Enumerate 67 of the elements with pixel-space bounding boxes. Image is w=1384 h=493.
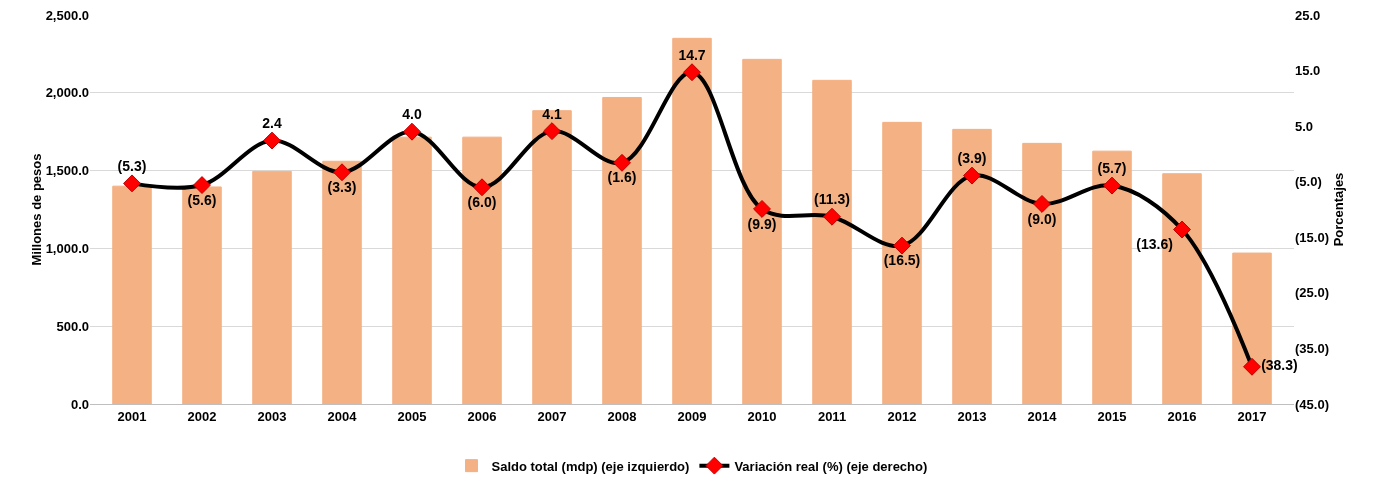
y-tick-label: 2,000.0 <box>45 85 89 101</box>
data-label: 4.1 <box>542 105 562 122</box>
x-tick-label: 2015 <box>1097 408 1127 424</box>
y2-tick-label: (15.0) <box>1295 229 1329 245</box>
data-label: (6.0) <box>467 193 497 210</box>
y-tick-label: 500.0 <box>56 318 89 334</box>
data-label: (16.5) <box>883 252 921 269</box>
bar <box>602 96 642 404</box>
data-label: (1.6) <box>607 169 637 186</box>
data-label: (3.3) <box>327 178 357 195</box>
x-tick-label: 2006 <box>467 408 497 424</box>
y2-tick-label: 5.0 <box>1295 118 1314 134</box>
y2-tick-label: (5.0) <box>1295 174 1322 190</box>
y-axis-title: Millones de pesos <box>28 153 44 266</box>
bar <box>322 160 362 404</box>
x-tick-label: 2002 <box>187 408 217 424</box>
x-tick-label: 2009 <box>677 408 707 424</box>
y2-tick-label: 15.0 <box>1295 63 1321 79</box>
x-tick-label: 2003 <box>257 408 287 424</box>
bar <box>1022 142 1062 404</box>
data-label: 4.0 <box>402 106 422 123</box>
x-tick-label: 2016 <box>1167 408 1197 424</box>
bar <box>462 136 502 404</box>
legend-label: Saldo total (mdp) (eje izquierdo) <box>491 458 690 474</box>
data-label: (5.7) <box>1097 159 1127 176</box>
bar <box>742 58 782 404</box>
bar <box>882 121 922 404</box>
x-tick-label: 2017 <box>1237 408 1267 424</box>
data-label: (3.9) <box>957 149 987 166</box>
y2-axis-title: Porcentajes <box>1330 172 1346 247</box>
y2-tick-label: 25.0 <box>1295 7 1321 23</box>
data-label: (9.0) <box>1027 210 1057 227</box>
x-tick-label: 2007 <box>537 408 567 424</box>
x-tick-label: 2012 <box>887 408 917 424</box>
bar <box>952 128 992 404</box>
bar <box>112 185 152 404</box>
y-tick-label: 0.0 <box>70 396 89 412</box>
x-tick-label: 2010 <box>747 408 777 424</box>
x-tick-label: 2008 <box>607 408 637 424</box>
y-tick-label: 1,500.0 <box>45 163 89 179</box>
bar <box>672 37 712 404</box>
data-label: (13.6) <box>1136 236 1173 253</box>
data-label: (38.3) <box>1261 357 1298 374</box>
y-tick-label: 2,500.0 <box>45 7 89 23</box>
x-tick-label: 2004 <box>327 408 358 424</box>
data-label: (11.3) <box>814 191 850 208</box>
bar <box>182 186 222 404</box>
y2-tick-label: (45.0) <box>1295 396 1329 412</box>
data-label: 14.7 <box>678 46 706 63</box>
bar <box>1092 150 1132 404</box>
y-tick-label: 1,000.0 <box>45 240 89 256</box>
x-tick-label: 2011 <box>817 408 847 424</box>
bar <box>252 170 292 404</box>
legend-label: Variación real (%) (eje derecho) <box>734 458 928 474</box>
data-label: (5.3) <box>117 157 147 174</box>
y2-tick-label: (25.0) <box>1295 285 1329 301</box>
bar <box>532 110 572 404</box>
data-label: (5.6) <box>187 191 217 208</box>
data-label: (9.9) <box>747 215 777 232</box>
bar <box>392 136 432 404</box>
x-tick-label: 2001 <box>117 408 147 424</box>
x-tick-label: 2014 <box>1027 408 1058 424</box>
data-label: 2.4 <box>262 114 282 131</box>
y2-tick-label: (35.0) <box>1295 340 1329 356</box>
x-tick-label: 2005 <box>397 408 427 424</box>
bar <box>812 79 852 404</box>
x-tick-label: 2013 <box>957 408 987 424</box>
